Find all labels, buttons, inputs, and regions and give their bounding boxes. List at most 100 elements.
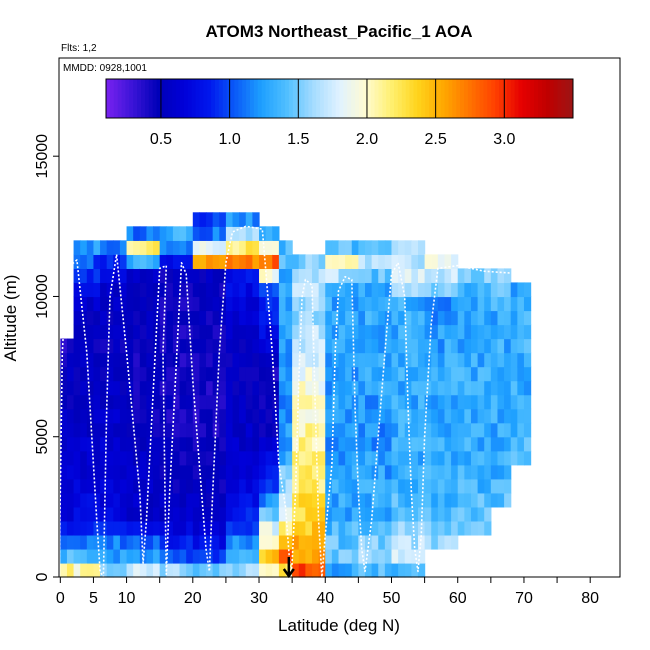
heatmap-cell <box>252 352 260 368</box>
heatmap-cell <box>206 408 214 424</box>
heatmap-cell <box>133 240 141 255</box>
heatmap-cell <box>464 352 472 368</box>
heatmap-cell <box>411 240 419 255</box>
heatmap-cell <box>331 380 340 396</box>
colorbar-swatch <box>234 79 239 118</box>
colorbar-swatch <box>545 79 551 118</box>
heatmap-cell <box>252 226 260 241</box>
heatmap-cell <box>265 562 273 578</box>
heatmap-cell <box>391 408 399 424</box>
heatmap-cell <box>60 562 68 578</box>
heatmap-cell <box>391 464 399 480</box>
heatmap-cell <box>100 408 108 424</box>
heatmap-cell <box>133 562 141 578</box>
heatmap-cell <box>358 282 366 298</box>
heatmap-cell <box>146 450 154 466</box>
colorbar-swatch <box>304 79 309 118</box>
heatmap-cell <box>166 520 174 536</box>
heatmap-cell <box>305 520 313 536</box>
heatmap-cell <box>153 380 161 396</box>
heatmap-cell <box>186 282 194 298</box>
colorbar-swatch <box>429 79 434 118</box>
heatmap-cell <box>93 240 101 255</box>
heatmap-cell <box>398 478 406 494</box>
heatmap-cell <box>272 310 280 326</box>
heatmap-cell <box>398 520 406 536</box>
heatmap-cell <box>318 520 326 536</box>
heatmap-cell <box>451 352 459 368</box>
heatmap-cell <box>312 254 320 270</box>
heatmap-cell <box>212 408 220 424</box>
heatmap-cell <box>192 562 201 578</box>
heatmap-cell <box>504 268 512 284</box>
heatmap-cell <box>345 436 353 452</box>
chart-title: ATOM3 Northeast_Pacific_1 AOA <box>205 22 472 41</box>
heatmap-cell <box>186 464 194 480</box>
heatmap-cell <box>470 422 479 438</box>
heatmap-cell <box>93 366 101 382</box>
heatmap-cell <box>298 254 306 270</box>
heatmap-cell <box>404 380 412 396</box>
heatmap-cell <box>186 450 194 466</box>
colorbar-swatch <box>199 79 204 118</box>
heatmap-cell <box>186 366 194 382</box>
heatmap-cell <box>384 548 393 564</box>
heatmap-cell <box>212 492 220 508</box>
heatmap-cell <box>351 268 359 284</box>
colorbar-tick-label: 2.0 <box>356 131 378 148</box>
heatmap-cell <box>477 338 485 354</box>
heatmap-cell <box>245 352 253 368</box>
heatmap-cell <box>504 478 512 494</box>
colorbar-swatch <box>152 79 158 118</box>
heatmap-cell <box>464 324 472 340</box>
heatmap-cell <box>159 380 167 396</box>
colorbar-swatch <box>148 79 154 118</box>
heatmap-cell <box>66 380 75 396</box>
heatmap-cell <box>331 464 340 480</box>
heatmap-cell <box>106 548 114 564</box>
heatmap-cell <box>159 254 167 270</box>
heatmap-cell <box>86 310 95 326</box>
heatmap-cell <box>457 422 465 438</box>
heatmap-cell <box>219 296 227 312</box>
heatmap-cell <box>73 338 81 354</box>
heatmap-cell <box>457 464 465 480</box>
heatmap-cell <box>186 534 194 550</box>
heatmap-cell <box>186 520 194 536</box>
heatmap-cell <box>172 254 181 270</box>
heatmap-cell <box>365 478 373 494</box>
heatmap-cell <box>219 436 227 452</box>
heatmap-cell <box>225 548 234 564</box>
heatmap-cell <box>166 338 174 354</box>
heatmap-cell <box>424 436 432 452</box>
heatmap-cell <box>331 436 340 452</box>
heatmap-cell <box>232 254 240 270</box>
heatmap-cell <box>325 506 333 522</box>
heatmap-cell <box>285 422 293 438</box>
heatmap-cell <box>278 408 287 424</box>
heatmap-cell <box>225 464 234 480</box>
heatmap-cell <box>278 296 287 312</box>
heatmap-cell <box>93 338 101 354</box>
heatmap-cell <box>265 240 273 255</box>
heatmap-cell <box>60 520 68 536</box>
colorbar-swatch <box>222 79 228 118</box>
heatmap-cell <box>106 520 114 536</box>
heatmap-cell <box>206 534 214 550</box>
heatmap-cell <box>186 562 194 578</box>
colorbar-swatch <box>125 79 130 118</box>
heatmap-cell <box>398 380 406 396</box>
heatmap-cell <box>523 324 532 340</box>
heatmap-cell <box>225 366 234 382</box>
dates-annotation: MMDD: 0928,1001 <box>63 63 147 74</box>
heatmap-cell <box>470 268 479 284</box>
heatmap-cell <box>523 408 532 424</box>
colorbar-swatch <box>129 79 134 118</box>
heatmap-cell <box>239 366 247 382</box>
heatmap-cell <box>464 436 472 452</box>
heatmap-cell <box>444 296 452 312</box>
heatmap-cell <box>504 296 512 312</box>
heatmap-cell <box>312 422 320 438</box>
heatmap-cell <box>292 562 300 578</box>
heatmap-cell <box>384 380 393 396</box>
